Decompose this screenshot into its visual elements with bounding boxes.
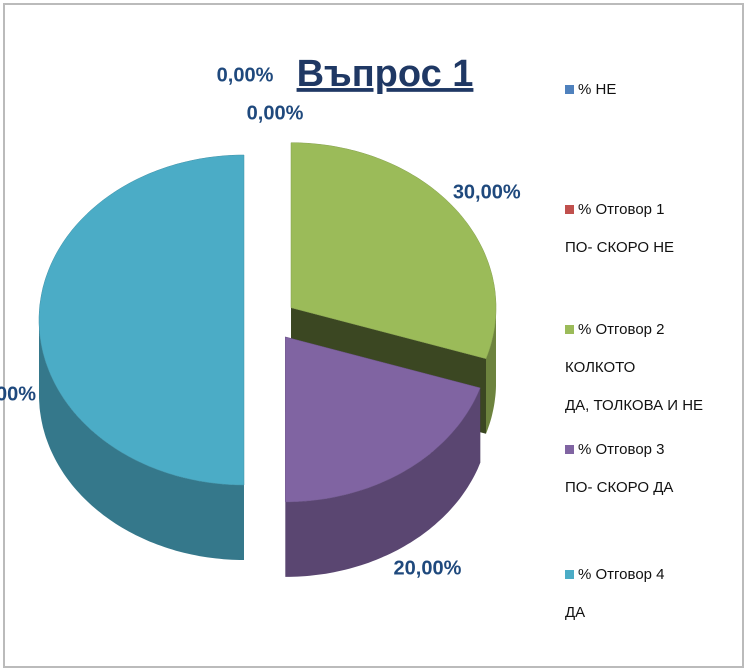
legend-swatch (565, 205, 574, 214)
slice-wall (486, 307, 496, 434)
legend-label: % Отговор 2 КОЛКОТО ДА, ТОЛКОВА И НЕ (565, 321, 703, 414)
legend-label: % Отговор 3 ПО- СКОРО ДА (565, 441, 673, 496)
data-label: 20,00% (394, 558, 462, 580)
chart-title: Въпрос 1 (297, 53, 474, 95)
legend-label: % Отговор 1 ПО- СКОРО НЕ (565, 201, 674, 256)
legend-swatch (565, 325, 574, 334)
data-label: 30,00% (453, 182, 521, 204)
slice (290, 142, 497, 359)
data-label: 50,00% (0, 383, 36, 405)
legend-swatch (565, 570, 574, 579)
data-label: 0,00% (247, 103, 304, 125)
slice (285, 336, 481, 503)
legend-label: % НЕ (578, 81, 616, 98)
data-label: 0,00% (217, 65, 274, 87)
legend-label: % Отговор 4 ДА (565, 566, 665, 621)
slice (38, 154, 245, 486)
slice-wall (285, 387, 481, 577)
slice-wall (39, 320, 244, 560)
legend-swatch (565, 445, 574, 454)
legend-swatch (565, 85, 574, 94)
